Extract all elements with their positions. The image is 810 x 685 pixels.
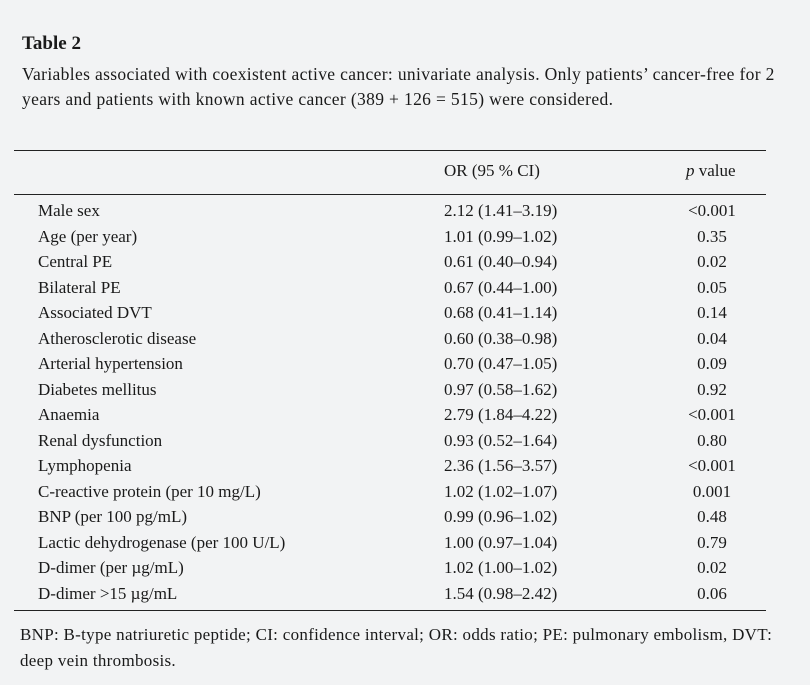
or-cell: 0.97 (0.58–1.62): [444, 379, 558, 399]
variable-cell: Central PE: [38, 252, 113, 271]
p-value-cell: 0.80: [697, 430, 727, 450]
or-cell: 0.67 (0.44–1.00): [444, 277, 558, 297]
p-value-cell: <0.001: [688, 456, 736, 475]
variable-cell: Bilateral PE: [38, 277, 121, 297]
table-row: Associated DVT 0.68 (0.41–1.14) 0.14: [0, 300, 810, 326]
variable-cell: D-dimer >15 µg/mL: [38, 583, 178, 603]
or-cell: 2.12 (1.41–3.19): [444, 201, 558, 220]
variable-cell: BNP (per 100 pg/mL): [38, 507, 188, 526]
table-body: Male sex 2.12 (1.41–3.19) <0.001 Age (per y…: [0, 198, 810, 606]
variable-cell: Arterial hypertension: [38, 354, 183, 373]
header-p-rest: value: [694, 161, 736, 180]
or-cell: 0.93 (0.52–1.64): [444, 430, 558, 450]
or-cell: 0.60 (0.38–0.98): [444, 328, 558, 348]
variable-cell: Renal dysfunction: [38, 430, 163, 450]
header-p-value: p value: [686, 161, 736, 181]
or-cell: 0.61 (0.40–0.94): [444, 252, 558, 271]
or-cell: 2.36 (1.56–3.57): [444, 456, 558, 475]
or-cell: 0.68 (0.41–1.14): [444, 303, 558, 322]
p-value-cell: <0.001: [688, 201, 736, 220]
p-value-cell: 0.001: [692, 481, 732, 501]
table-row: Atherosclerotic disease 0.60 (0.38–0.98) 0…: [0, 326, 810, 352]
p-value-cell: 0.92: [697, 379, 727, 399]
variable-cell: Lactic dehydrogenase (per 100 U/L): [38, 532, 286, 552]
table-row: Age (per year) 1.01 (0.99–1.02) 0.35: [0, 224, 810, 250]
bottom-rule: [14, 610, 766, 611]
variable-cell: Age (per year): [38, 226, 138, 246]
table-footnote: BNP: B-type natriuretic peptide; CI: con…: [20, 625, 773, 670]
header-or: OR (95 % CI): [444, 161, 540, 180]
table-row: Arterial hypertension 0.70 (0.47–1.05) 0.0…: [0, 351, 810, 377]
p-value-cell: 0.79: [697, 532, 727, 552]
table-row: Male sex 2.12 (1.41–3.19) <0.001: [0, 198, 810, 224]
or-cell: 0.70 (0.47–1.05): [444, 354, 558, 373]
or-cell: 2.79 (1.84–4.22): [444, 405, 558, 424]
p-value-cell: 0.48: [697, 507, 727, 526]
variable-cell: Lymphopenia: [38, 456, 132, 475]
p-value-cell: 0.02: [697, 558, 727, 577]
table-row: D-dimer (per µg/mL) 1.02 (1.00–1.02) 0.02: [0, 555, 810, 581]
table-caption: Variables associated with coexistent act…: [22, 64, 775, 109]
table-row: Lymphopenia 2.36 (1.56–3.57) <0.001: [0, 453, 810, 479]
variable-cell: Male sex: [38, 201, 100, 220]
header-p-italic: p: [686, 161, 695, 180]
top-rule: [14, 150, 766, 151]
table-row: Lactic dehydrogenase (per 100 U/L) 1.00 (…: [0, 530, 810, 556]
table-title: Table 2: [22, 33, 81, 54]
p-value-cell: 0.14: [697, 303, 727, 322]
table-row: Diabetes mellitus 0.97 (0.58–1.62) 0.92: [0, 377, 810, 403]
table-row: BNP (per 100 pg/mL) 0.99 (0.96–1.02) 0.48: [0, 504, 810, 530]
p-value-cell: 0.35: [697, 226, 727, 246]
p-value-cell: 0.05: [697, 277, 727, 297]
or-cell: 1.54 (0.98–2.42): [444, 583, 558, 603]
or-cell: 1.00 (0.97–1.04): [444, 532, 558, 552]
table-row: Anaemia 2.79 (1.84–4.22) <0.001: [0, 402, 810, 428]
p-value-cell: <0.001: [688, 405, 736, 424]
header-rule: [14, 194, 766, 195]
or-cell: 1.02 (1.02–1.07): [444, 481, 558, 501]
variable-cell: D-dimer (per µg/mL): [38, 558, 184, 577]
variable-cell: Diabetes mellitus: [38, 379, 157, 399]
table-row: Bilateral PE 0.67 (0.44–1.00) 0.05: [0, 275, 810, 301]
p-value-cell: 0.09: [697, 354, 727, 373]
table-row: D-dimer >15 µg/mL 1.54 (0.98–2.42) 0.06: [0, 581, 810, 607]
variable-cell: C-reactive protein (per 10 mg/L): [38, 481, 261, 501]
variable-cell: Anaemia: [38, 405, 100, 424]
p-value-cell: 0.04: [697, 328, 727, 348]
table-row: Renal dysfunction 0.93 (0.52–1.64) 0.80: [0, 428, 810, 454]
table-row: Central PE 0.61 (0.40–0.94) 0.02: [0, 249, 810, 275]
variable-cell: Atherosclerotic disease: [38, 328, 197, 348]
table-row: C-reactive protein (per 10 mg/L) 1.02 (1.…: [0, 479, 810, 505]
or-cell: 1.02 (1.00–1.02): [444, 558, 558, 577]
variable-cell: Associated DVT: [38, 303, 152, 322]
p-value-cell: 0.02: [697, 252, 727, 271]
or-cell: 0.99 (0.96–1.02): [444, 507, 558, 526]
p-value-cell: 0.06: [697, 583, 727, 603]
or-cell: 1.01 (0.99–1.02): [444, 226, 558, 246]
